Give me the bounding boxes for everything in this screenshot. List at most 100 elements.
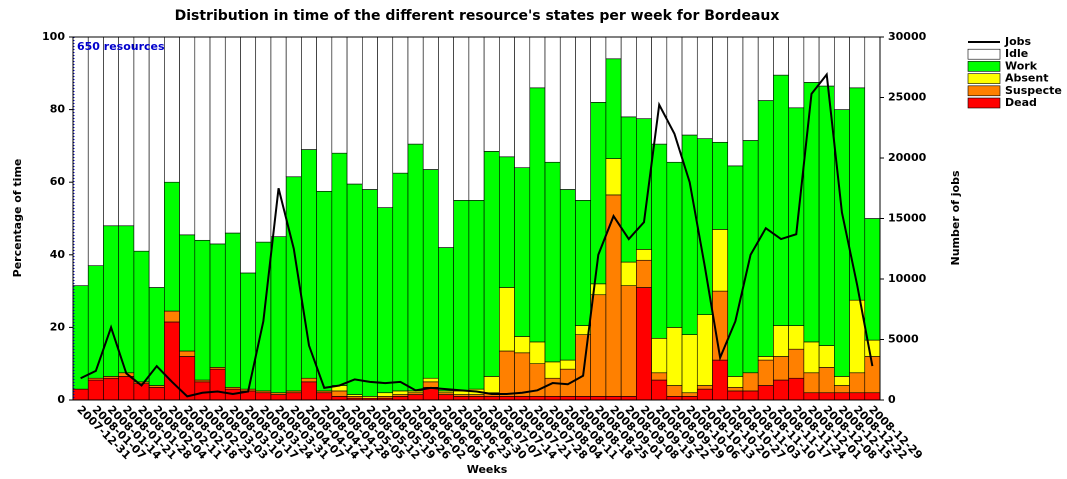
bar-segment [316,190,333,392]
y2-tick-label: 20000 [888,151,927,164]
bar-segment [331,396,348,401]
bar-segment [620,285,637,397]
annotation: 650 resources [77,40,165,53]
bar-segment [757,359,774,386]
bar-segment [255,36,272,243]
y-tick-label: 0 [57,393,65,406]
y-tick-label: 100 [42,30,65,43]
bar-segment [864,392,881,401]
bar-segment [696,388,713,401]
bar-segment [712,36,729,143]
bar-segment [712,141,729,230]
bar-segment [818,345,835,368]
bar-segment [514,396,531,401]
bar-segment [468,396,485,401]
bar-segment [118,376,135,401]
bar-segment [712,359,729,401]
bar-segment [712,229,729,292]
bar-segment [803,341,820,374]
bar-segment [224,232,241,388]
bar-segment [681,392,698,397]
bar-segment [590,396,607,401]
x-axis-label: Weeks [467,463,508,476]
bar-segment [392,172,409,392]
bar-segment [651,372,668,381]
bar-segment [331,390,348,397]
bar-segment [559,189,576,361]
bar-segment [834,109,850,377]
bar-segment [757,356,774,361]
bar-segment [559,396,576,401]
bar-segment [285,392,302,401]
bar-segment [164,310,180,323]
bar-segment [377,207,394,394]
bar-segment [544,396,561,401]
bar-segment [605,396,622,401]
bar-segment [224,36,241,234]
bar-segment [666,161,683,328]
bar-segment [559,359,576,370]
bar-segment [133,36,150,252]
bar-segment [788,377,805,401]
bar-segment [87,265,104,379]
bar-segment [849,392,866,401]
bar-segment [590,294,607,397]
bar-segment [179,234,196,352]
bar-segment [407,394,424,401]
bar-segment [544,361,561,379]
bar-segment [696,385,713,390]
legend-label: Absent [1005,72,1048,85]
bar-segment [529,87,546,343]
bar-segment [483,36,500,152]
y-tick-label: 40 [50,248,66,261]
bar-segment [483,151,500,377]
bar-segment [438,36,454,248]
bar-segment [499,350,515,397]
bar-segment [757,385,774,401]
bar-segment [849,87,866,301]
bar-segment [666,385,683,397]
bar-segment [590,36,607,103]
bar-segment [499,396,515,401]
legend-swatch [967,48,1001,60]
bar-segment [803,36,820,83]
bar-segment [757,36,774,101]
chart-title: Distribution in time of the different re… [175,8,780,24]
bar-segment [331,36,348,154]
bar-segment [651,337,668,374]
bar-segment [362,36,378,190]
bar-segment [270,236,287,394]
bar-segment [87,36,104,266]
legend-swatch [967,97,1001,109]
bar-segment [453,396,470,401]
bar-segment [468,36,485,201]
bar-segment [483,376,500,394]
bar-segment [301,36,317,150]
bar-segment [422,169,439,379]
bar-segment [453,36,470,201]
bar-segment [209,36,226,245]
y2-tick-label: 25000 [888,91,927,104]
bar-segment [270,394,287,401]
bar-segment [773,356,789,381]
bar-segment [605,158,622,196]
bar-segment [392,396,409,401]
bar-segment [194,36,211,241]
bar-segment [422,377,439,383]
line-series [80,71,874,398]
bar-segment [666,396,683,401]
bar-segment [773,325,789,357]
bar-segment [103,377,119,401]
bar-segment [392,390,409,395]
bar-segment [773,36,789,76]
bar-segment [422,36,439,170]
bar-segment [605,36,622,60]
y2-tick-label: 30000 [888,30,927,43]
bar-segment [727,376,744,388]
legend-label: Jobs [1004,35,1032,48]
bar-segment [392,36,409,174]
bar-segment [818,367,835,394]
y2-tick-label: 5000 [888,333,919,346]
bar-segment [575,334,591,397]
bar-segment [834,385,850,394]
